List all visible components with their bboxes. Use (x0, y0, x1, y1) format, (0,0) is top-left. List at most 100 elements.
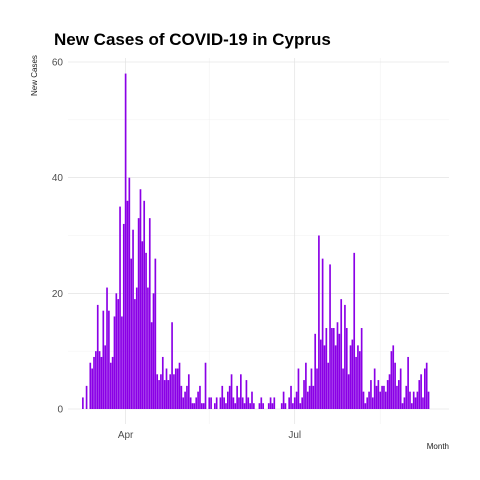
bar (424, 368, 426, 409)
bar (108, 310, 110, 409)
bar (351, 339, 354, 409)
bar (303, 380, 305, 409)
bar (121, 316, 123, 409)
bar (251, 391, 253, 409)
bar (213, 403, 216, 409)
y-tick-labels: 0 20 40 60 (52, 58, 64, 416)
bar (102, 310, 105, 409)
bar (410, 403, 413, 409)
bar (336, 322, 339, 409)
bar (169, 374, 172, 409)
y-tick-label: 40 (52, 173, 64, 184)
bar (418, 380, 421, 409)
bar (327, 362, 330, 409)
bar (234, 403, 237, 409)
bar (147, 287, 149, 409)
bar (113, 316, 116, 409)
bar (189, 397, 192, 409)
bar (197, 391, 199, 409)
bar (290, 385, 292, 409)
bar (331, 328, 333, 409)
bar (353, 252, 356, 409)
x-tick-label: Apr (118, 430, 134, 441)
bar (323, 345, 326, 409)
bar (204, 362, 207, 409)
bar (240, 374, 242, 409)
bar (141, 241, 144, 409)
bar (355, 356, 357, 409)
bar (128, 177, 131, 409)
bar (316, 368, 318, 409)
bar (176, 368, 179, 409)
bar (321, 258, 324, 409)
bar (223, 397, 225, 409)
chart-title: New Cases of COVID-19 in Cyprus (54, 30, 331, 49)
bar (124, 73, 127, 410)
bar (132, 229, 134, 409)
bar (100, 356, 103, 409)
bar (165, 368, 168, 409)
bar (305, 362, 307, 409)
bar (299, 403, 302, 409)
bar (397, 380, 400, 409)
bar (104, 345, 107, 409)
bar (130, 258, 133, 409)
bar (308, 385, 311, 409)
bar (152, 293, 155, 409)
bar (373, 368, 376, 409)
bar (122, 223, 125, 409)
bar (319, 339, 322, 409)
bar (399, 368, 402, 409)
bar (407, 356, 409, 409)
bar (245, 380, 248, 409)
bar (135, 287, 138, 409)
bar (405, 385, 408, 409)
bar (349, 345, 352, 409)
bar (187, 374, 190, 409)
bar (230, 374, 233, 409)
y-tick-label: 60 (52, 58, 64, 69)
bar (85, 385, 88, 409)
bar (340, 299, 343, 409)
bar (364, 403, 367, 409)
bar (262, 403, 264, 409)
bar (282, 391, 285, 409)
bar (427, 391, 430, 409)
bar (284, 403, 287, 409)
bar (241, 397, 244, 409)
bar (202, 403, 205, 409)
bar (347, 374, 350, 409)
bar (156, 374, 159, 409)
bar (383, 385, 385, 409)
bar (390, 351, 393, 409)
bar (109, 362, 112, 409)
bar (225, 403, 227, 409)
bar (143, 200, 146, 409)
bar (193, 403, 196, 409)
bar (403, 397, 406, 409)
x-tick-label: Jul (288, 430, 301, 441)
bar (163, 380, 166, 409)
bar (409, 391, 411, 409)
bar (174, 368, 177, 409)
bar (371, 397, 374, 409)
bar (401, 403, 404, 409)
bar (247, 397, 250, 409)
y-tick-label: 20 (52, 289, 64, 300)
bar (117, 299, 120, 409)
bar (269, 397, 272, 409)
bar (115, 293, 118, 409)
x-axis-title: Month (427, 442, 449, 451)
bar (338, 333, 341, 409)
bar (388, 374, 391, 409)
bar (219, 397, 222, 409)
bar (379, 391, 382, 409)
bar (148, 218, 151, 409)
bar (368, 391, 370, 409)
bar (182, 397, 185, 409)
bar (301, 397, 304, 409)
bar (416, 391, 419, 409)
bar (186, 385, 188, 409)
bar (412, 391, 415, 409)
bar (89, 362, 92, 409)
